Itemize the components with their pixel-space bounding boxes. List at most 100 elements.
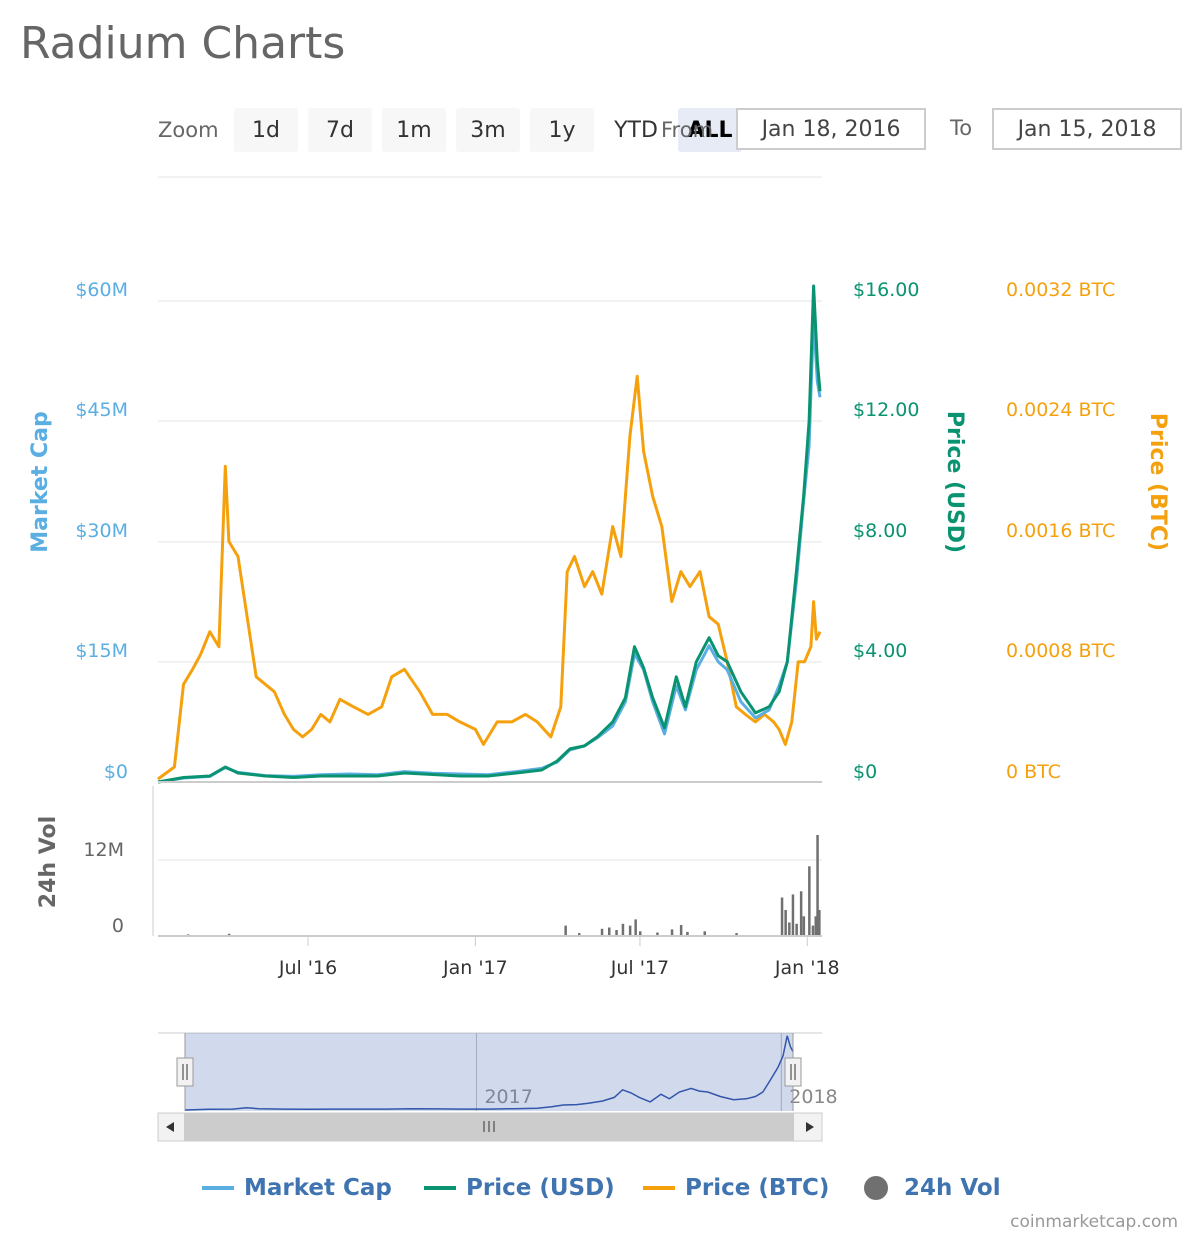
volume-bar (227, 933, 231, 936)
vol-tick-12m: 12M (83, 839, 124, 861)
legend-item-price-usd[interactable]: Price (USD) (424, 1172, 615, 1204)
zoom-1y-button[interactable]: 1y (530, 108, 594, 152)
price-chart: $60M $45M $30M $15M $0 Market Cap $16.00… (28, 176, 1170, 1142)
volume-bar (799, 891, 803, 936)
legend-item-price-btc[interactable]: Price (BTC) (643, 1172, 829, 1204)
legend-line-icon (202, 1186, 234, 1190)
volume-bar (816, 835, 819, 935)
navigator-right-handle[interactable] (784, 1057, 802, 1087)
legend-label: 24h Vol (904, 1175, 1001, 1201)
price-usd-axis: $16.00 $12.00 $8.00 $4.00 $0 Price (USD) (853, 279, 967, 783)
navigator-year-marks: 2017 2018 (475, 1033, 838, 1111)
mcap-tick-15m: $15M (75, 640, 128, 662)
volume-bars (187, 835, 821, 936)
legend-label: Market Cap (244, 1175, 392, 1201)
volume-bar (780, 897, 784, 935)
usd-tick-16: $16.00 (853, 279, 919, 301)
btc-tick-0016: 0.0016 BTC (1006, 520, 1115, 542)
legend-item-volume[interactable]: 24h Vol (864, 1172, 1001, 1204)
volume-bar (628, 925, 632, 935)
zoom-all-button[interactable]: ALL (678, 108, 742, 152)
main-grid (158, 176, 822, 663)
volume-bar (634, 919, 637, 935)
x-tick-label: Jul '16 (278, 957, 337, 979)
mcap-tick-0: $0 (104, 761, 128, 783)
from-label: From (661, 118, 714, 142)
btc-tick-0: 0 BTC (1006, 761, 1061, 783)
legend-item-market-cap[interactable]: Market Cap (202, 1172, 392, 1204)
volume-bar (814, 916, 817, 936)
volume-bar (703, 931, 706, 936)
scroll-right-arrow-icon[interactable] (806, 1122, 814, 1132)
btc-tick-0008: 0.0008 BTC (1006, 640, 1115, 662)
mcap-tick-60m: $60M (75, 279, 128, 301)
vol-axis-title: 24h Vol (36, 816, 61, 908)
legend-line-icon (643, 1186, 675, 1190)
volume-bar (578, 933, 581, 935)
volume-bar (818, 910, 821, 935)
btc-tick-0032: 0.0032 BTC (1006, 279, 1115, 301)
volume-bar (656, 932, 659, 935)
volume-bar (788, 922, 791, 935)
x-axis-ticks: Jul '16 Jan '17 Jul '17 Jan '18 (278, 936, 840, 979)
navigator-year-label: 2018 (789, 1086, 837, 1108)
to-label: To (950, 116, 973, 140)
mcap-axis-title: Market Cap (28, 411, 53, 552)
navigator-year-label: 2017 (484, 1086, 532, 1108)
from-date-input[interactable] (736, 108, 926, 150)
navigator-left-handle[interactable] (176, 1057, 194, 1087)
credit-link[interactable]: coinmarketcap.com (1010, 1212, 1178, 1232)
mcap-tick-30m: $30M (75, 520, 128, 542)
series-line-price-btc (157, 374, 822, 781)
navigator-mask[interactable] (185, 1033, 793, 1111)
navigator: 2017 2018 (157, 1032, 838, 1142)
x-tick-label: Jul '17 (610, 957, 669, 979)
zoom-ytd-button[interactable]: YTD (604, 108, 668, 152)
volume-bar (784, 910, 787, 935)
volume-bar (615, 930, 618, 935)
legend-dot-icon (864, 1176, 888, 1200)
volume-bar (802, 916, 806, 936)
usd-tick-12: $12.00 (853, 399, 919, 421)
zoom-1d-button[interactable]: 1d (234, 108, 298, 152)
volume-bar (808, 866, 811, 936)
legend-label: Price (USD) (466, 1175, 615, 1201)
usd-tick-8: $8.00 (853, 520, 907, 542)
series-line-price-usd (157, 284, 822, 784)
volume-bar (187, 934, 190, 935)
zoom-3m-button[interactable]: 3m (456, 108, 520, 152)
usd-axis-title: Price (USD) (942, 411, 967, 553)
x-tick-label: Jan '17 (442, 957, 508, 979)
zoom-label: Zoom (158, 118, 219, 142)
volume-bar (621, 923, 625, 936)
series-layer (157, 284, 822, 784)
legend-label: Price (BTC) (685, 1175, 830, 1201)
volume-bar (795, 923, 798, 936)
vol-tick-0: 0 (112, 915, 124, 937)
usd-tick-4: $4.00 (853, 640, 907, 662)
legend: Market Cap Price (USD) Price (BTC) 24h V… (0, 1172, 1200, 1204)
scroll-left-arrow-icon[interactable] (166, 1122, 174, 1132)
btc-axis-title: Price (BTC) (1145, 413, 1170, 551)
mcap-tick-45m: $45M (75, 399, 128, 421)
volume-bar (608, 927, 611, 935)
navigator-scrollbar[interactable] (157, 1112, 823, 1142)
volume-bar (564, 925, 567, 935)
volume-bar (600, 928, 604, 936)
volume-bar (639, 931, 642, 936)
volume-panel: 12M 0 24h Vol (36, 786, 822, 937)
volume-bar (791, 894, 795, 935)
x-tick-label: Jan '18 (774, 957, 840, 979)
to-date-input[interactable] (992, 108, 1182, 150)
btc-tick-0024: 0.0024 BTC (1006, 399, 1115, 421)
zoom-7d-button[interactable]: 7d (308, 108, 372, 152)
volume-bar (670, 929, 674, 935)
zoom-1m-button[interactable]: 1m (382, 108, 446, 152)
volume-bar (679, 925, 683, 935)
volume-bar (686, 931, 689, 935)
usd-tick-0: $0 (853, 761, 877, 783)
navigator-series (184, 1035, 794, 1111)
legend-line-icon (424, 1186, 456, 1190)
volume-bar (811, 925, 815, 935)
